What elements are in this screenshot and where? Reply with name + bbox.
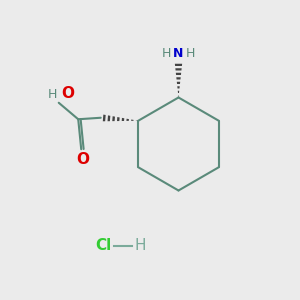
Polygon shape — [122, 118, 124, 121]
Polygon shape — [178, 91, 179, 93]
Polygon shape — [176, 73, 181, 75]
Polygon shape — [175, 64, 182, 66]
Text: H: H — [135, 238, 146, 253]
Text: Cl: Cl — [95, 238, 111, 253]
Text: H: H — [162, 47, 171, 60]
Polygon shape — [136, 120, 138, 121]
Text: H: H — [186, 47, 195, 60]
Polygon shape — [112, 116, 115, 121]
Polygon shape — [107, 116, 110, 121]
Polygon shape — [126, 119, 129, 121]
Polygon shape — [177, 86, 180, 88]
Text: N: N — [173, 47, 184, 60]
Text: O: O — [76, 152, 89, 167]
Polygon shape — [177, 82, 180, 84]
Polygon shape — [131, 119, 134, 121]
Text: O: O — [62, 86, 75, 101]
Polygon shape — [103, 115, 106, 121]
Polygon shape — [178, 95, 179, 98]
Polygon shape — [176, 77, 181, 80]
Polygon shape — [117, 117, 120, 121]
Text: H: H — [48, 88, 57, 101]
Polygon shape — [175, 68, 182, 70]
